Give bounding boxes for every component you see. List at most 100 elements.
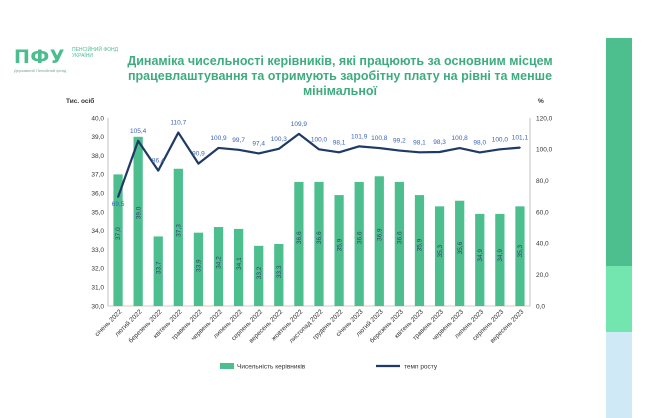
bar-value-label: 33,3 [276,265,283,278]
decor-bar-mid [606,266,632,332]
line-value-label: 97,4 [252,140,265,147]
line-point [157,169,160,172]
bar-value-label: 33,7 [155,261,162,274]
line-value-label: 100,9 [210,135,227,142]
line-point [298,133,300,135]
legend-swatch-bars [220,363,234,369]
legend-label-bars: Чисельність керівників [237,363,306,371]
line-value-label: 105,4 [130,128,147,135]
bar [294,181,304,306]
x-tick-label: березень 2022 [127,307,164,344]
line-point [338,151,340,154]
line-point [137,140,139,142]
bar [133,136,143,306]
bar [495,213,505,306]
bar-value-label: 34,9 [477,249,484,262]
bar [274,243,284,306]
bar [475,213,485,306]
line-point [499,148,501,151]
line-value-label: 110,7 [170,120,186,127]
line-point [458,147,461,149]
line-value-label: 100,8 [371,135,388,142]
line-value-label: 98,1 [333,139,346,146]
bar [334,195,344,306]
line-point [478,151,481,154]
y-tick-label: 40,0 [91,115,104,122]
y-tick-label: 30,0 [91,303,104,310]
bar-value-label: 35,9 [417,238,424,251]
line-value-label: 98,3 [433,139,446,146]
y-tick-label: 36,0 [91,191,104,198]
line-point [358,145,360,148]
y2-tick-label: 120,0 [536,115,553,122]
bar [153,236,163,306]
line-point [378,147,381,149]
line-value-label: 98,0 [473,139,486,146]
logo-text: ПЕНСІЙНИЙ ФОНД УКРАЇНИ [72,47,119,59]
bar [314,181,324,306]
line-point [257,152,260,155]
bar-value-label: 35,3 [437,244,444,257]
decor-bar-light [606,332,632,418]
bar-value-label: 33,2 [256,266,263,279]
y-tick-label: 35,0 [91,209,104,216]
y2-tick-label: 80,0 [536,178,549,185]
bar-value-label: 34,1 [236,257,243,270]
line-point [177,131,180,134]
line-value-label: 86,4 [152,158,165,165]
bar [414,195,425,306]
bar-value-label: 33,9 [196,259,203,272]
bar-value-label: 35,3 [517,244,524,257]
line-point [117,196,119,198]
line-value-label: 98,1 [413,139,426,146]
bar-value-label: 37,3 [176,224,183,237]
y-tick-label: 39,0 [91,134,104,141]
bar-value-label: 36,6 [316,231,323,244]
logo-subtext: Державний Пенсійний фонд [14,68,67,73]
y-tick-label: 34,0 [91,228,104,235]
y2-tick-label: 0,0 [536,303,545,310]
bar [213,227,224,306]
legend-label-line: темп росту [404,364,438,371]
line-point [318,148,320,151]
y2-tick-label: 100,0 [536,147,553,154]
y-tick-label: 31,0 [91,285,104,292]
bar [394,181,405,306]
line-value-label: 99,2 [393,138,406,145]
bar [455,200,465,306]
chart-title: Динаміка чисельності керівників, які пра… [127,54,553,98]
line-value-label: 100,3 [271,136,288,143]
bar-value-label: 36,6 [397,231,404,244]
line-point [237,149,240,151]
bar [193,232,204,306]
y-tick-label: 33,0 [91,247,104,254]
y2-tick-label: 20,0 [536,272,549,279]
bar-value-label: 35,9 [336,238,343,251]
x-tick-label: березень 2023 [368,307,405,344]
line-point [438,151,441,153]
line-value-label: 109,9 [291,121,308,128]
bar [254,245,264,306]
bar [173,168,183,306]
bar-value-label: 39,0 [135,206,142,219]
y2-tick-label: 60,0 [536,209,549,216]
line-value-label: 100,0 [311,136,328,143]
line-point [418,151,421,154]
pfu-logo: ПФУ ПЕНСІЙНИЙ ФОНД УКРАЇНИ Державний Пен… [14,44,124,80]
bar [233,228,244,306]
line-point [278,148,280,150]
y-tick-label: 32,0 [91,266,104,273]
bar [113,174,123,306]
y-tick-label: 38,0 [91,153,104,160]
y-axis-unit: Тис. осіб [66,97,94,105]
y-tick-label: 37,0 [91,172,104,179]
bar-value-label: 34,2 [216,256,223,269]
bar [515,206,525,306]
line-point [197,162,200,165]
y2-tick-label: 40,0 [536,241,549,248]
bar-value-label: 36,6 [296,231,303,244]
bar [374,176,384,306]
line-point [398,149,401,152]
line-value-label: 69,5 [112,201,125,208]
